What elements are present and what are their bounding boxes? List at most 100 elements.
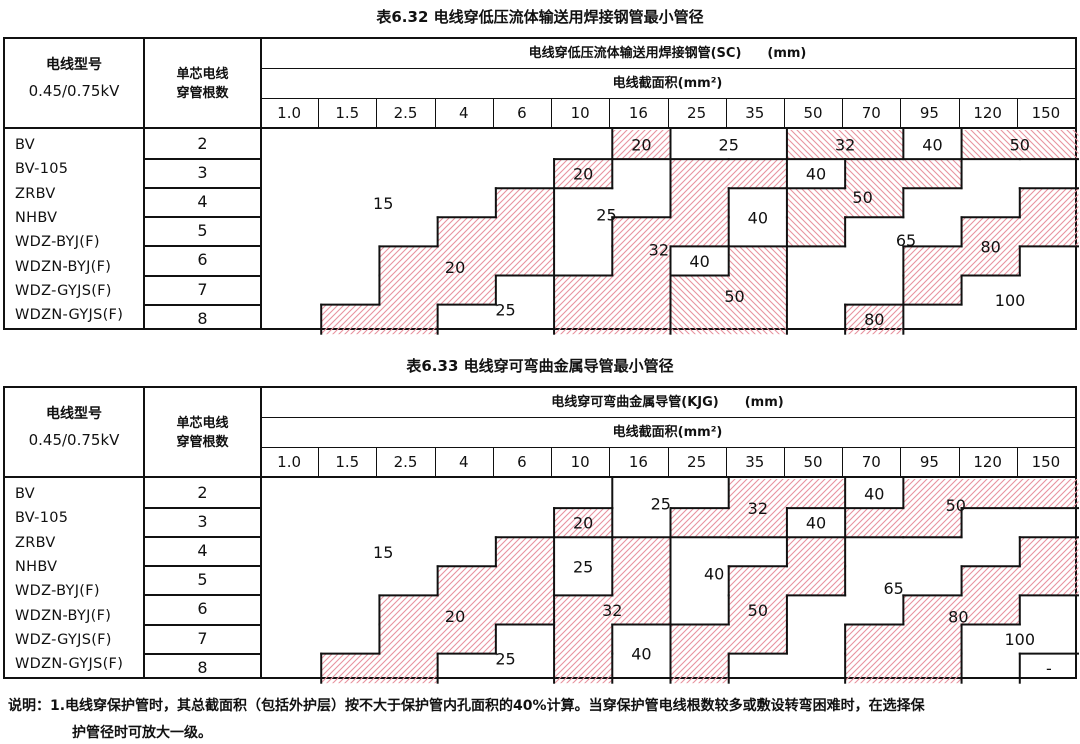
hatched-cell	[728, 159, 788, 189]
grid-line	[842, 447, 844, 476]
hatched-cell	[554, 653, 613, 684]
grid-line	[609, 98, 611, 127]
hatched-cell	[612, 217, 671, 247]
wire-type-label: ZRBV	[15, 185, 56, 202]
grid-line	[434, 447, 436, 476]
hatched-cell	[728, 275, 788, 306]
grid-line	[5, 476, 1075, 478]
hatched-cell	[437, 275, 497, 306]
hatched-cell	[379, 304, 439, 335]
pipe-size-value: 15	[373, 543, 393, 562]
note-line-1: 说明：1.电线穿保护管时，其总截面积（包括外护层）按不大于保护管内孔面积的40%…	[8, 698, 925, 714]
pipe-size-value: 25	[651, 494, 671, 513]
hatched-cell	[495, 217, 555, 247]
section-column-header: 1.0	[277, 103, 302, 122]
hatched-cell	[670, 624, 730, 655]
wire-type-label: BV-105	[15, 510, 69, 527]
pipe-size-value: 25	[495, 300, 515, 319]
pipe-size-value: 20	[445, 607, 465, 626]
hatched-cell	[554, 304, 613, 335]
section-column-header: 70	[861, 452, 881, 471]
wire-type-label: NHBV	[15, 558, 58, 575]
pipe-size-value: 50	[852, 188, 872, 207]
hatched-cell	[495, 537, 555, 567]
hatched-cell	[379, 595, 439, 625]
pipe-size-value: 32	[602, 601, 622, 620]
grid-line	[145, 507, 260, 510]
pipe-size-value: 100	[1005, 630, 1036, 649]
pipe-size-value: 80	[864, 310, 884, 329]
pipe-header: 电线穿可弯曲金属导管(KJG) (mm)	[551, 395, 784, 410]
pipe-size-value: 40	[806, 514, 826, 533]
hatched-cell	[321, 304, 380, 335]
grid-line	[143, 39, 145, 328]
grid-line	[260, 68, 1075, 69]
pipe-size-value: 15	[373, 194, 393, 213]
grid-line	[376, 98, 378, 127]
wire-type-label: WDZ-GYJS(F)	[15, 282, 112, 299]
hatched-cell	[1019, 217, 1079, 247]
hatched-cell	[437, 595, 497, 625]
grid-line	[609, 447, 611, 476]
hatched-cell	[961, 479, 1021, 509]
section-column-header: 120	[973, 452, 1002, 471]
hatched-cell	[845, 653, 904, 684]
hatched-cell	[845, 130, 904, 160]
section-column-header: 25	[687, 452, 707, 471]
section-column-header: 95	[919, 103, 939, 122]
grid-line	[145, 303, 260, 306]
pipe-size-value: 50	[748, 601, 768, 620]
grid-line	[145, 565, 260, 568]
grid-line	[145, 274, 260, 277]
wire-count-cell: 5	[197, 570, 208, 590]
pipe-size-value: 25	[719, 136, 739, 155]
hatched-cell	[728, 479, 788, 509]
wire-count-header: 单芯电线穿管根数	[176, 416, 229, 450]
section-column-header: 150	[1031, 452, 1061, 471]
section-column-header: 10	[570, 452, 590, 471]
pipe-size-value: 20	[445, 258, 465, 277]
wire-type-label: WDZN-GYJS(F)	[15, 307, 124, 324]
hatched-cell	[554, 508, 613, 538]
hatched-cell	[612, 566, 671, 596]
hatched-cell	[961, 595, 1021, 625]
pipe-header: 电线穿低压流体输送用焊接钢管(SC) (mm)	[528, 46, 807, 61]
hatched-cell	[903, 246, 963, 276]
grid-line	[492, 98, 494, 127]
grid-line	[5, 127, 1075, 129]
hatched-cell	[437, 217, 497, 247]
section-column-header: 4	[458, 452, 469, 471]
pipe-size-value: 80	[948, 607, 968, 626]
voltage-header: 0.45/0.75kV	[28, 431, 120, 449]
grid-line	[260, 39, 262, 328]
section-column-header: 70	[861, 103, 881, 122]
hatched-cell	[903, 479, 963, 509]
grid-line	[958, 447, 960, 476]
hatched-cell	[670, 159, 730, 189]
wire-type-label: NHBV	[15, 209, 58, 226]
grid-line	[667, 447, 669, 476]
grid-line	[143, 388, 145, 677]
wire-count-header: 单芯电线穿管根数	[176, 67, 229, 101]
hatched-cell	[612, 130, 671, 160]
wire-count-cell: 7	[197, 279, 208, 299]
hatched-cell	[728, 595, 788, 625]
grid-line	[900, 98, 902, 127]
hatched-cell	[903, 508, 963, 538]
hatched-cell	[554, 159, 613, 189]
section-column-header: 35	[745, 103, 765, 122]
wire-count-cell: 8	[197, 657, 208, 677]
grid-line	[318, 447, 320, 476]
hatched-cell	[903, 595, 963, 625]
hatched-cell	[554, 275, 613, 306]
pipe-size-value: 100	[995, 291, 1026, 310]
hatched-cell	[845, 188, 904, 218]
section-column-header: 1.0	[277, 452, 302, 471]
grid-line	[783, 447, 785, 476]
hatched-cell	[321, 653, 380, 684]
hatched-cell	[961, 217, 1021, 247]
pipe-size-grid: 15 20 25 20 25 32 25 32 40 40 50 40 40 50 65 80 100-	[320, 478, 1079, 684]
wire-type-label: BV	[15, 486, 36, 502]
hatched-cell	[670, 653, 730, 684]
pipe-size-value: 25	[596, 205, 616, 224]
